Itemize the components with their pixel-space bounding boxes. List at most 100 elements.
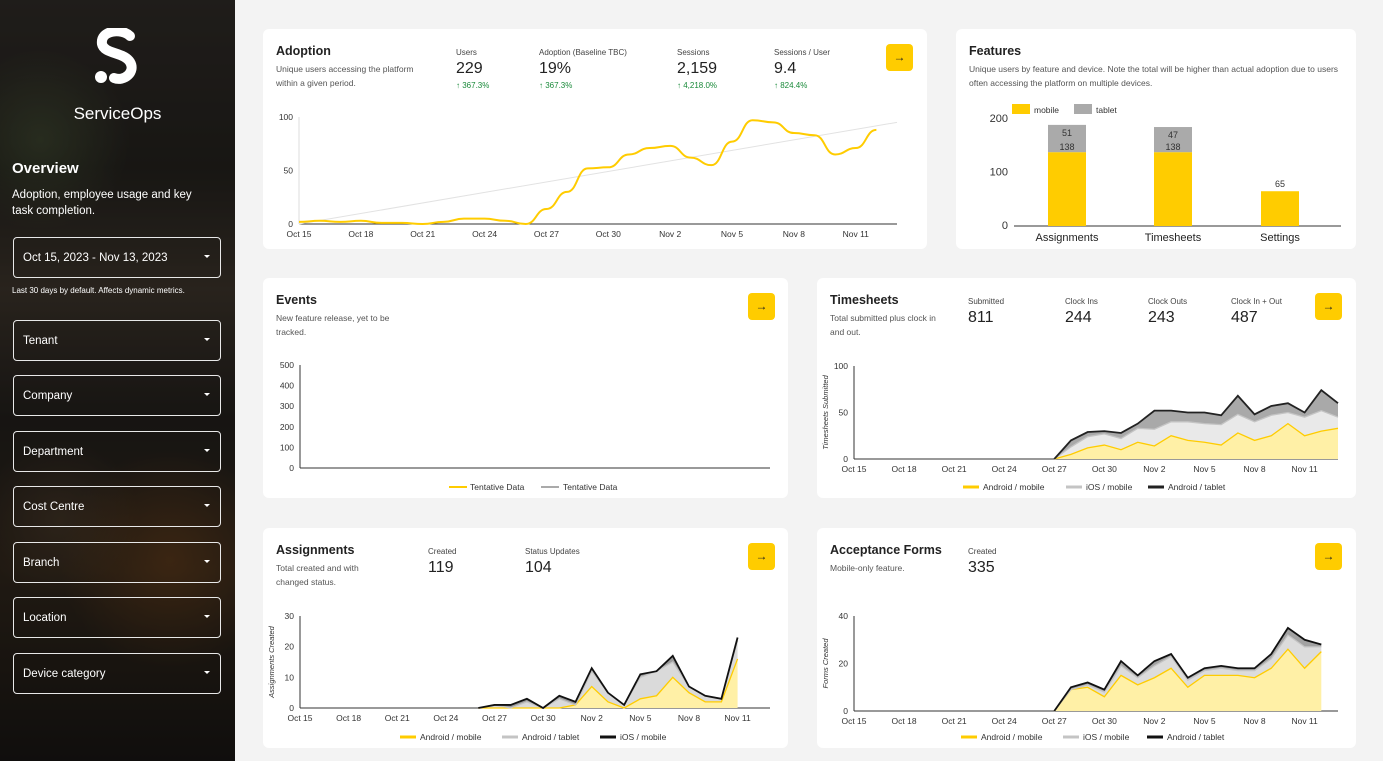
card-description: Total submitted plus clock in and out. xyxy=(830,313,936,337)
metric-value: 811 xyxy=(968,309,994,326)
data-label: 47 xyxy=(1168,130,1178,140)
bar-tablet xyxy=(1154,127,1192,153)
legend-label: iOS / mobile xyxy=(1083,732,1130,742)
legend-label-tablet: tablet xyxy=(1096,105,1117,115)
legend-swatch-mobile xyxy=(1012,104,1030,114)
features-chart: 0 100 200 mobile tablet 138 51 Assignments 138 47… xyxy=(990,104,1341,244)
metric-label: Adoption (Baseline TBC) xyxy=(539,48,627,57)
line-android-mobile xyxy=(1054,422,1339,460)
open-assignments-button[interactable]: → xyxy=(748,543,775,570)
metric-value: 244 xyxy=(1065,309,1092,326)
y-tick-label: 0 xyxy=(843,454,848,464)
x-tick-label: Nov 5 xyxy=(1193,716,1215,726)
date-range-picker[interactable]: Oct 15, 2023 - Nov 13, 2023 xyxy=(13,237,221,278)
x-tick-label: Nov 2 xyxy=(581,713,603,723)
y-tick-label: 100 xyxy=(279,112,293,122)
y-tick-label: 0 xyxy=(288,219,293,229)
x-tick-label: Oct 18 xyxy=(892,464,917,474)
sidebar-overlay xyxy=(0,0,235,761)
metric-label: Clock In + Out xyxy=(1231,297,1282,306)
date-range-hint: Last 30 days by default. Affects dynamic… xyxy=(12,286,185,295)
area-ios-mobile xyxy=(1054,635,1322,711)
legend-label: Android / tablet xyxy=(522,732,580,742)
x-tick-label: Oct 27 xyxy=(1042,464,1067,474)
metric-value: 487 xyxy=(1231,309,1258,326)
serviceops-logo-icon xyxy=(95,28,137,84)
filter-branch[interactable]: Branch xyxy=(13,542,221,583)
metric-delta: ↑ 4,218.0% xyxy=(677,81,718,90)
metric-label: Submitted xyxy=(968,297,1005,306)
metric-label: Created xyxy=(428,547,457,556)
legend-label: Android / mobile xyxy=(983,482,1045,492)
filter-tenant[interactable]: Tenant xyxy=(13,320,221,361)
x-tick-label: Oct 15 xyxy=(286,229,311,239)
y-tick-label: 50 xyxy=(284,166,294,176)
x-tick-label: Timesheets xyxy=(1145,232,1202,244)
data-label: 138 xyxy=(1165,142,1180,152)
area-ios-mobile xyxy=(1054,410,1338,459)
open-adoption-button[interactable]: → xyxy=(886,44,913,71)
filter-label: Company xyxy=(23,390,73,402)
y-axis-title: Forms Created xyxy=(821,638,830,689)
card-description: Unique users accessing the platform with… xyxy=(276,64,414,88)
legend-label: Android / tablet xyxy=(1168,482,1226,492)
y-tick-label: 400 xyxy=(280,381,294,391)
filter-device-category[interactable]: Device category xyxy=(13,653,221,694)
metric-value: 9.4 xyxy=(774,60,797,77)
y-tick-label: 0 xyxy=(289,703,294,713)
card-title: Timesheets xyxy=(830,293,899,307)
legend-label: iOS / mobile xyxy=(620,732,667,742)
x-tick-label: Assignments xyxy=(1036,232,1099,244)
features-card: Features Unique users by feature and dev… xyxy=(956,29,1356,249)
y-axis-title: Assignments Created xyxy=(267,625,276,699)
x-tick-label: Oct 27 xyxy=(1042,716,1067,726)
filter-department[interactable]: Department xyxy=(13,431,221,472)
open-acceptance-forms-button[interactable]: → xyxy=(1315,543,1342,570)
x-tick-label: Oct 18 xyxy=(892,716,917,726)
metric-label: Sessions xyxy=(677,48,710,57)
chevron-down-icon xyxy=(204,671,210,674)
filter-cost-centre[interactable]: Cost Centre xyxy=(13,486,221,527)
metric-value: 119 xyxy=(428,559,454,576)
x-tick-label: Oct 27 xyxy=(534,229,559,239)
acceptance-forms-card: Acceptance Forms Mobile-only feature. Cr… xyxy=(817,528,1356,748)
open-timesheets-button[interactable]: → xyxy=(1315,293,1342,320)
line-android-tablet xyxy=(1053,388,1339,460)
y-tick-label: 10 xyxy=(285,672,295,682)
metric-value: 2,159 xyxy=(677,60,718,77)
area-android-tablet xyxy=(1054,627,1322,711)
legend-label-mobile: mobile xyxy=(1034,105,1059,115)
x-tick-label: Nov 11 xyxy=(1291,716,1318,726)
events-card: Events New feature release, yet to be tr… xyxy=(263,278,788,498)
card-description: Unique users by feature and device. Note… xyxy=(969,64,1339,88)
trend-line xyxy=(298,121,898,225)
x-tick-label: Oct 21 xyxy=(385,713,410,723)
x-tick-label: Oct 30 xyxy=(1092,464,1117,474)
line-ios-mobile xyxy=(1053,409,1339,460)
card-title: Acceptance Forms xyxy=(830,543,942,557)
adoption-card: Adoption Unique users accessing the plat… xyxy=(263,29,927,249)
x-tick-label: Oct 15 xyxy=(841,464,866,474)
legend-label: iOS / mobile xyxy=(1086,482,1133,492)
x-tick-label: Oct 15 xyxy=(287,713,312,723)
card-title: Features xyxy=(969,44,1022,58)
card-description: Mobile-only feature. xyxy=(830,563,905,573)
y-tick-label: 20 xyxy=(285,642,295,652)
y-tick-label: 20 xyxy=(839,659,849,669)
filter-location[interactable]: Location xyxy=(13,597,221,638)
metric-label: Status Updates xyxy=(525,547,580,556)
open-events-button[interactable]: → xyxy=(748,293,775,320)
x-tick-label: Oct 15 xyxy=(841,716,866,726)
data-label: 51 xyxy=(1062,128,1072,138)
x-tick-label: Oct 21 xyxy=(410,229,435,239)
x-tick-label: Nov 2 xyxy=(1143,716,1165,726)
x-tick-label: Oct 18 xyxy=(348,229,373,239)
assignments-chart: 0 10 20 30 Oct 15 Oct 18 Oct 21 Oct 24 Oct 27 Oct… xyxy=(267,611,770,742)
filter-company[interactable]: Company xyxy=(13,375,221,416)
y-tick-label: 0 xyxy=(843,706,848,716)
x-tick-label: Oct 30 xyxy=(1092,716,1117,726)
legend-label-series-1: Tentative Data xyxy=(470,482,525,492)
legend-label: Android / mobile xyxy=(420,732,482,742)
sidebar-background-photo xyxy=(0,0,235,761)
x-tick-label: Nov 11 xyxy=(724,713,751,723)
